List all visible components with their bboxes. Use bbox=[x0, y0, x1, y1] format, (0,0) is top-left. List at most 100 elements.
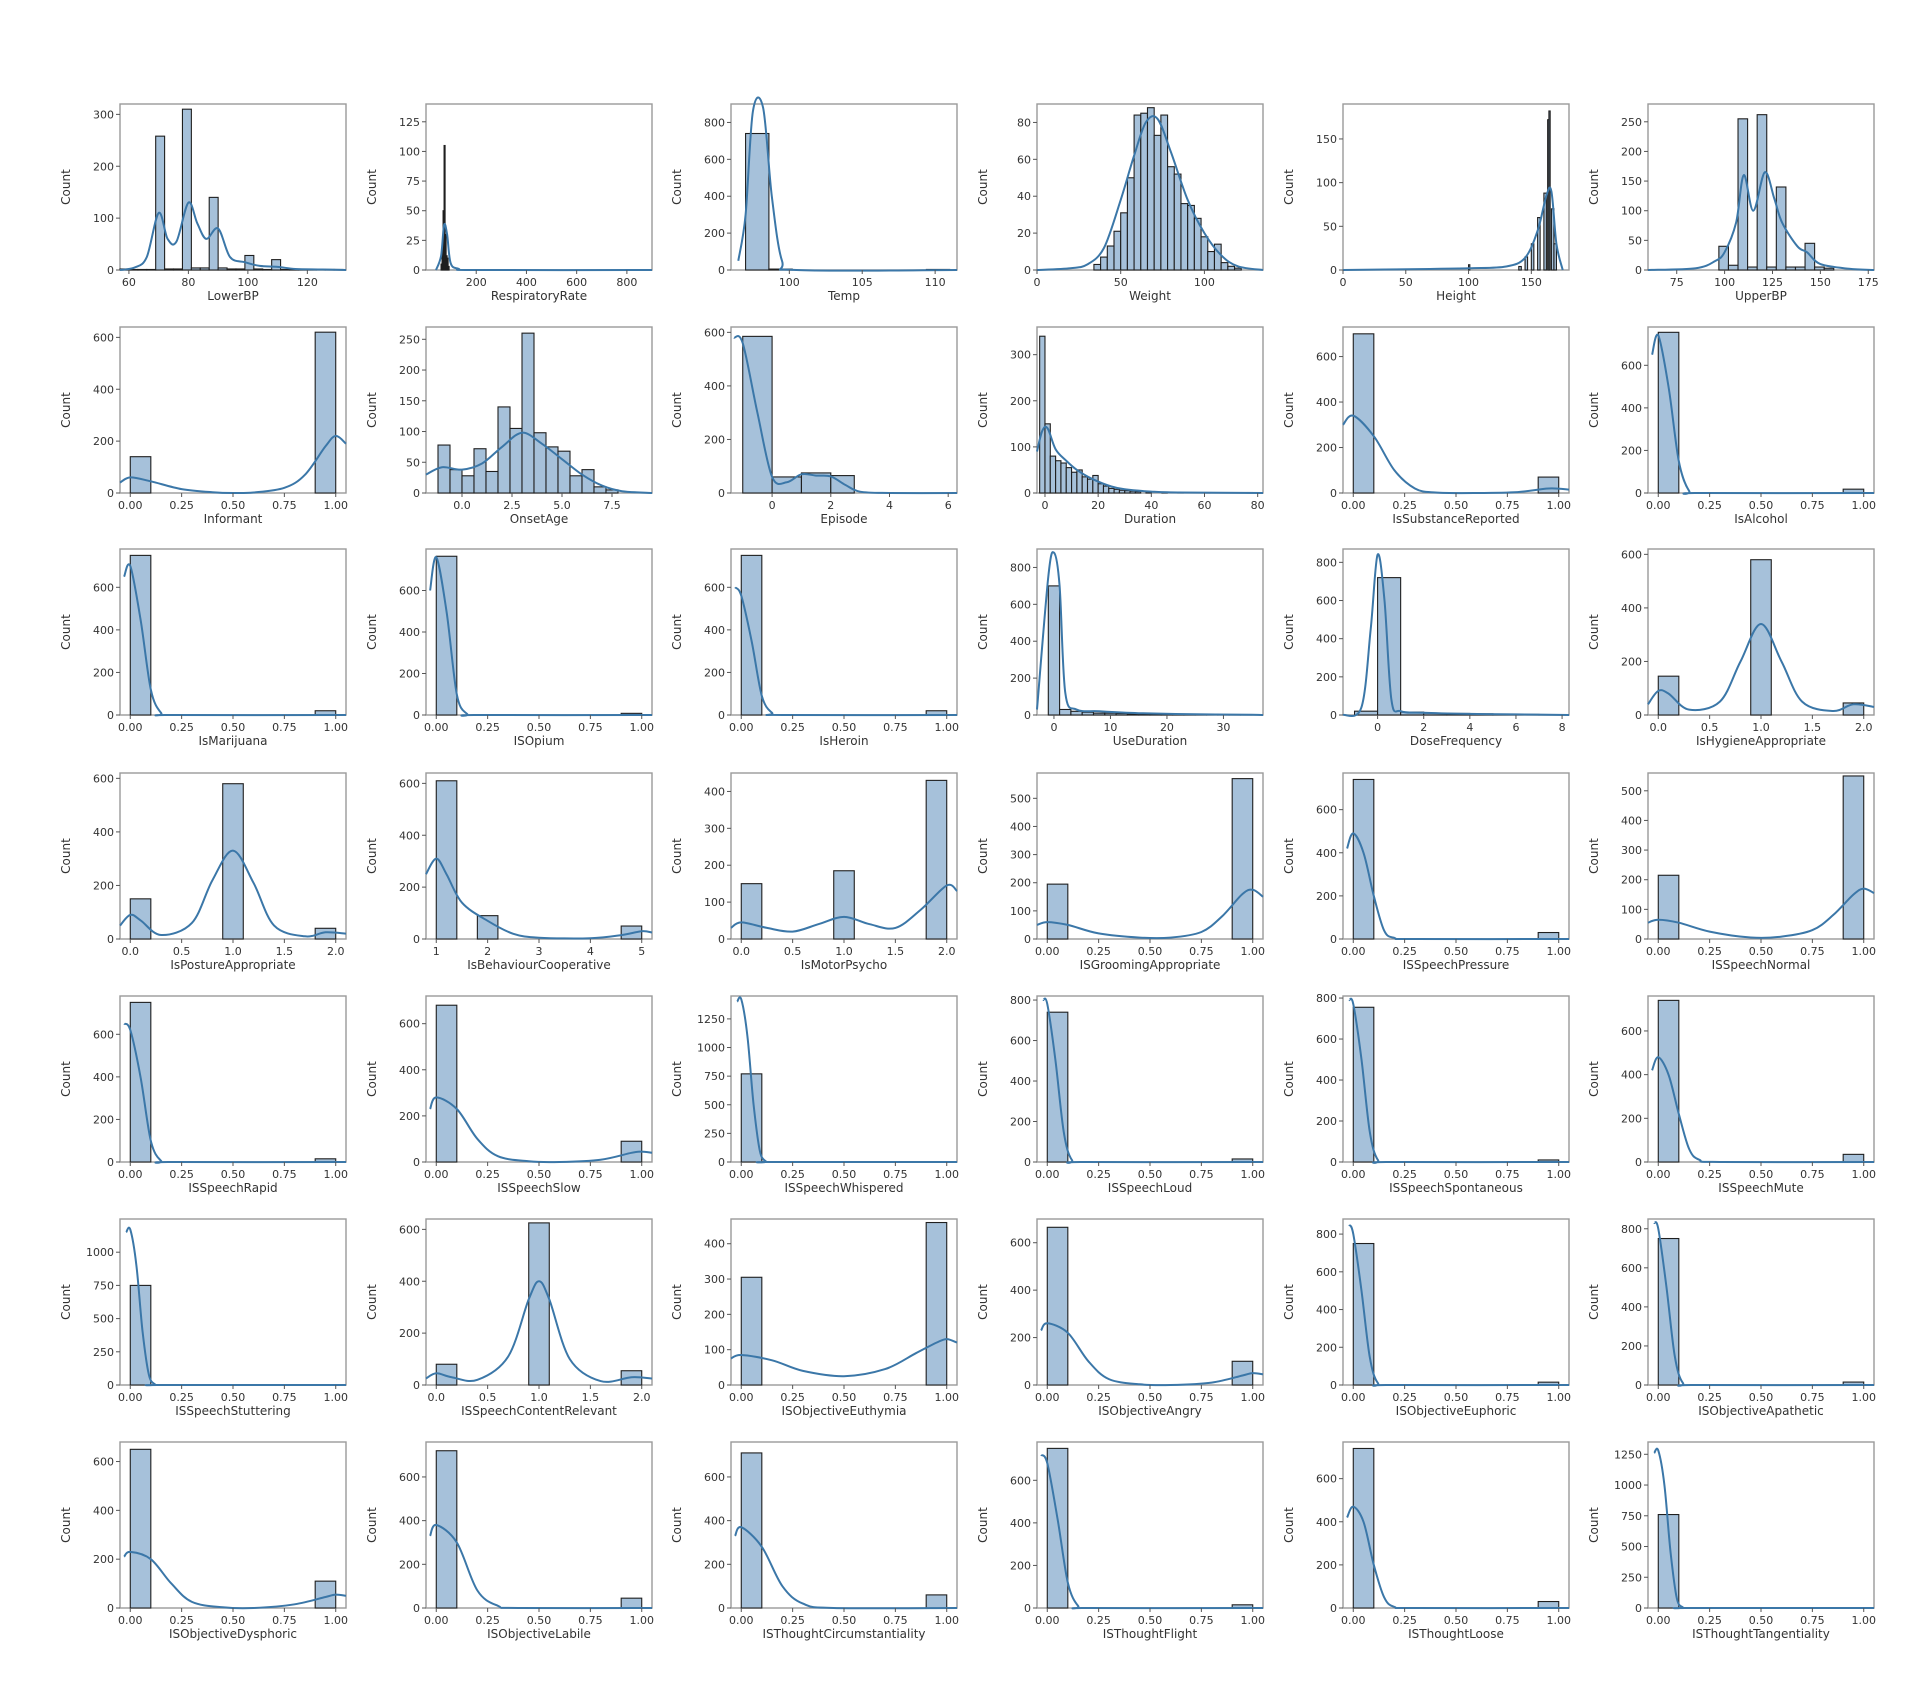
y-tick-label: 1250 bbox=[697, 1013, 725, 1026]
x-tick-label: 0.25 bbox=[780, 1168, 805, 1181]
y-tick-label: 600 bbox=[1010, 1237, 1031, 1250]
y-tick-label: 0 bbox=[1635, 709, 1642, 722]
x-tick-label: 0.25 bbox=[1392, 1614, 1417, 1627]
histogram-isthoughttangentiality: 0.00 0.25 0.50 0.75 1.00 0 250 500 750 1000 1250 IS… bbox=[1587, 1441, 1876, 1641]
y-tick-label: 0 bbox=[718, 933, 725, 946]
histogram-bar bbox=[1352, 1447, 1375, 1609]
histogram-isobjectivelabile: 0.00 0.25 0.50 0.75 1.00 0 200 400 600 ISObjectiv… bbox=[365, 1441, 654, 1641]
histogram-bar bbox=[235, 268, 246, 271]
histogram-ishygieneappropriate: 0.0 0.5 1.0 1.5 2.0 0 200 400 600 IsHygieneApprop… bbox=[1587, 548, 1875, 748]
histogram-bar bbox=[314, 331, 337, 494]
histogram-bar bbox=[833, 870, 855, 940]
x-tick-label: 1.5 bbox=[276, 945, 294, 958]
y-tick-label: 200 bbox=[1316, 442, 1337, 455]
histogram-isheroin: 0.00 0.25 0.50 0.75 1.00 0 200 400 600 IsHeroin Co… bbox=[670, 548, 959, 748]
y-tick-label: 400 bbox=[399, 1064, 420, 1077]
y-tick-label: 0 bbox=[413, 264, 420, 277]
x-tick-label: 0.50 bbox=[832, 1614, 857, 1627]
histogram-bar bbox=[435, 1363, 458, 1386]
x-tick-label: 1.00 bbox=[1546, 499, 1571, 512]
y-tick-label: 200 bbox=[93, 1553, 114, 1566]
kde-line bbox=[1346, 832, 1570, 941]
x-tick-label: 0.50 bbox=[1444, 1614, 1469, 1627]
y-tick-label: 0 bbox=[1330, 1602, 1337, 1615]
x-tick-label: 0.00 bbox=[424, 721, 449, 734]
y-tick-label: 200 bbox=[704, 666, 725, 679]
y-tick-label: 400 bbox=[1621, 402, 1642, 415]
y-tick-label: 400 bbox=[704, 190, 725, 203]
x-tick-label: 1.0 bbox=[530, 1391, 548, 1404]
x-tick-label: 0.25 bbox=[780, 1391, 805, 1404]
plot-frame bbox=[730, 548, 958, 716]
histogram-bar bbox=[745, 132, 770, 271]
x-tick-label: 0.75 bbox=[1495, 499, 1520, 512]
y-tick-label: 400 bbox=[1316, 847, 1337, 860]
x-tick-label: 0.25 bbox=[1392, 499, 1417, 512]
histogram-bar bbox=[271, 259, 282, 271]
y-tick-label: 500 bbox=[1621, 1541, 1642, 1554]
plot-frame bbox=[1036, 548, 1264, 716]
histogram-bar bbox=[1124, 490, 1131, 494]
y-tick-label: 400 bbox=[399, 626, 420, 639]
kde-line bbox=[1647, 171, 1875, 271]
histogram-isobjectiveapathetic: 0.00 0.25 0.50 0.75 1.00 0 200 400 600 800 ISObjec… bbox=[1587, 1218, 1876, 1418]
plot-frame bbox=[1647, 1441, 1875, 1609]
histogram-isspeechrapid: 0.00 0.25 0.50 0.75 1.00 0 200 400 600 ISSpeechRa… bbox=[59, 995, 348, 1195]
y-tick-label: 400 bbox=[93, 383, 114, 396]
histogram-bar bbox=[1377, 577, 1402, 716]
x-tick-label: 0.25 bbox=[475, 721, 500, 734]
kde-line bbox=[1036, 551, 1264, 716]
y-axis-label: Count bbox=[365, 392, 379, 428]
x-tick-label: 1.00 bbox=[323, 1614, 348, 1627]
y-tick-label: 100 bbox=[1621, 903, 1642, 916]
y-tick-label: 600 bbox=[704, 153, 725, 166]
x-tick-label: 0.50 bbox=[1749, 945, 1774, 958]
kde-line bbox=[734, 1526, 958, 1610]
y-axis-label: Count bbox=[59, 392, 73, 428]
histogram-bar bbox=[1081, 476, 1089, 494]
x-tick-label: 2.0 bbox=[938, 945, 956, 958]
x-tick-label: 0.75 bbox=[1495, 945, 1520, 958]
histogram-bar bbox=[1167, 166, 1175, 271]
x-tick-label: 0.0 bbox=[1650, 721, 1668, 734]
plot-frame bbox=[119, 995, 347, 1163]
x-tick-label: 0.75 bbox=[1189, 1614, 1214, 1627]
histogram-ispostureappropriate: 0.0 0.5 1.0 1.5 2.0 0 200 400 600 IsPostureApprop… bbox=[59, 772, 347, 972]
histogram-isopium: 0.00 0.25 0.50 0.75 1.00 0 200 400 600 ISOpium Cou… bbox=[365, 548, 654, 748]
y-axis-label: Count bbox=[59, 1284, 73, 1320]
x-tick-label: 1.00 bbox=[934, 1391, 959, 1404]
y-tick-label: 600 bbox=[1621, 1262, 1642, 1275]
x-tick-label: 0.50 bbox=[1749, 499, 1774, 512]
y-tick-label: 300 bbox=[1010, 349, 1031, 362]
x-tick-label: 0.75 bbox=[1495, 1168, 1520, 1181]
x-tick-label: 0.5 bbox=[479, 1391, 497, 1404]
histogram-bar bbox=[1747, 266, 1758, 271]
y-tick-label: 800 bbox=[1621, 1223, 1642, 1236]
y-tick-label: 500 bbox=[1621, 785, 1642, 798]
y-tick-label: 400 bbox=[704, 624, 725, 637]
y-tick-label: 200 bbox=[1010, 877, 1031, 890]
x-tick-label: 0.5 bbox=[173, 945, 191, 958]
y-tick-label: 200 bbox=[93, 1113, 114, 1126]
y-tick-label: 500 bbox=[93, 1313, 114, 1326]
histogram-bar bbox=[181, 108, 192, 271]
x-tick-label: 3 bbox=[536, 945, 543, 958]
x-axis-label: IsPostureAppropriate bbox=[170, 958, 295, 972]
x-axis-label: ISSpeechStuttering bbox=[175, 1404, 291, 1418]
x-tick-label: 0.25 bbox=[1086, 945, 1111, 958]
kde-line bbox=[425, 857, 653, 940]
kde-line bbox=[119, 201, 347, 271]
histogram-bar bbox=[1093, 263, 1102, 271]
x-tick-label: 0.50 bbox=[1444, 499, 1469, 512]
y-tick-label: 600 bbox=[399, 1018, 420, 1031]
histogram-bar bbox=[1518, 265, 1522, 271]
histogram-lowerbp: 60 80 100 120 0 100 200 300 LowerBP Count bbox=[59, 103, 347, 303]
x-tick-label: 0.50 bbox=[1749, 1614, 1774, 1627]
y-axis-label: Count bbox=[1282, 838, 1296, 874]
x-axis-label: ISThoughtCircumstantiality bbox=[762, 1627, 925, 1641]
x-axis-label: ISSpeechPressure bbox=[1403, 958, 1510, 972]
histogram-bar bbox=[1113, 488, 1120, 494]
histogram-bar bbox=[1100, 256, 1108, 271]
y-tick-label: 200 bbox=[93, 160, 114, 173]
y-axis-label: Count bbox=[670, 1061, 684, 1097]
